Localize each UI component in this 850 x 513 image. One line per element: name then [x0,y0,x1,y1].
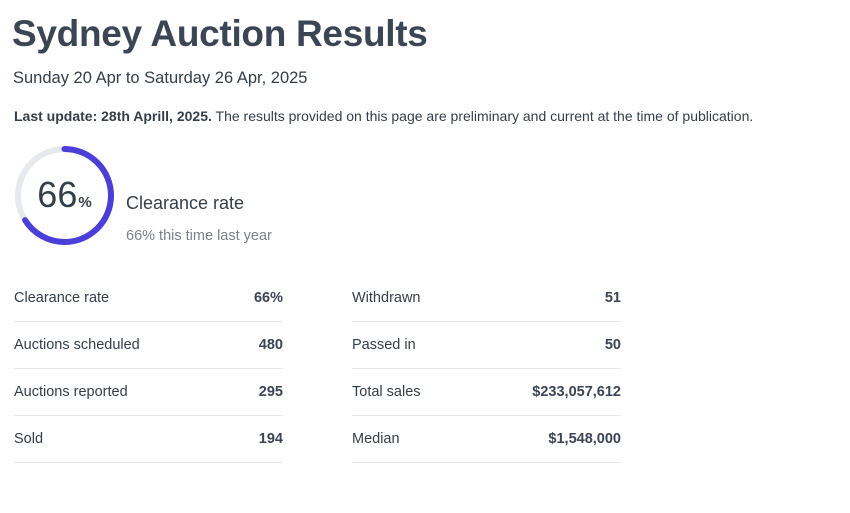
gauge-number: 66 [37,174,78,215]
gauge-fill [15,146,114,245]
stat-label: Sold [14,431,44,447]
stat-row: Clearance rate 66% [14,275,283,322]
stats-table-left: Clearance rate 66% Auctions scheduled 480 … [14,275,283,463]
stats-table-right: Withdrawn 51 Passed in 50 Total sales $233,… [352,275,621,463]
stat-row: Sold 194 [14,416,283,463]
stat-row: Passed in 50 [352,322,621,369]
page-title: Sydney Auction Results [12,13,428,54]
stat-label: Passed in [352,337,416,353]
stat-row: Median $1,548,000 [352,416,621,463]
stat-label: Auctions reported [14,384,128,400]
stat-label: Total sales [352,384,421,400]
last-update-notice: Last update: 28th Aprill, 2025. The resu… [14,108,753,124]
stat-label: Clearance rate [14,290,110,306]
gauge-value: 66% [14,175,115,223]
last-update-note: The results provided on this page are pr… [211,108,754,124]
gauge-unit: % [78,194,92,211]
stat-label: Withdrawn [352,290,421,306]
stat-label: Auctions scheduled [14,337,140,353]
clearance-rate-gauge: 66% [14,145,115,246]
stat-row: Auctions reported 295 [14,369,283,416]
clearance-rate-last-year: 66% this time last year [126,228,272,244]
gauge-ring [15,146,114,245]
stat-value: $1,548,000 [548,431,621,447]
stat-row: Total sales $233,057,612 [352,369,621,416]
stat-row: Auctions scheduled 480 [14,322,283,369]
stat-value: 66% [253,290,283,306]
stat-value: 480 [258,337,283,353]
stat-value: 50 [604,337,621,353]
stat-row: Withdrawn 51 [352,275,621,322]
stat-label: Median [352,431,400,447]
stat-value: 295 [258,384,283,400]
last-update-label: Last update: 28th Aprill, 2025. [14,108,212,124]
stat-value: 51 [604,290,621,306]
stat-value: 194 [258,431,283,447]
date-range: Sunday 20 Apr to Saturday 26 Apr, 2025 [13,69,308,87]
clearance-rate-label: Clearance rate [126,193,245,213]
stat-value: $233,057,612 [532,384,621,400]
